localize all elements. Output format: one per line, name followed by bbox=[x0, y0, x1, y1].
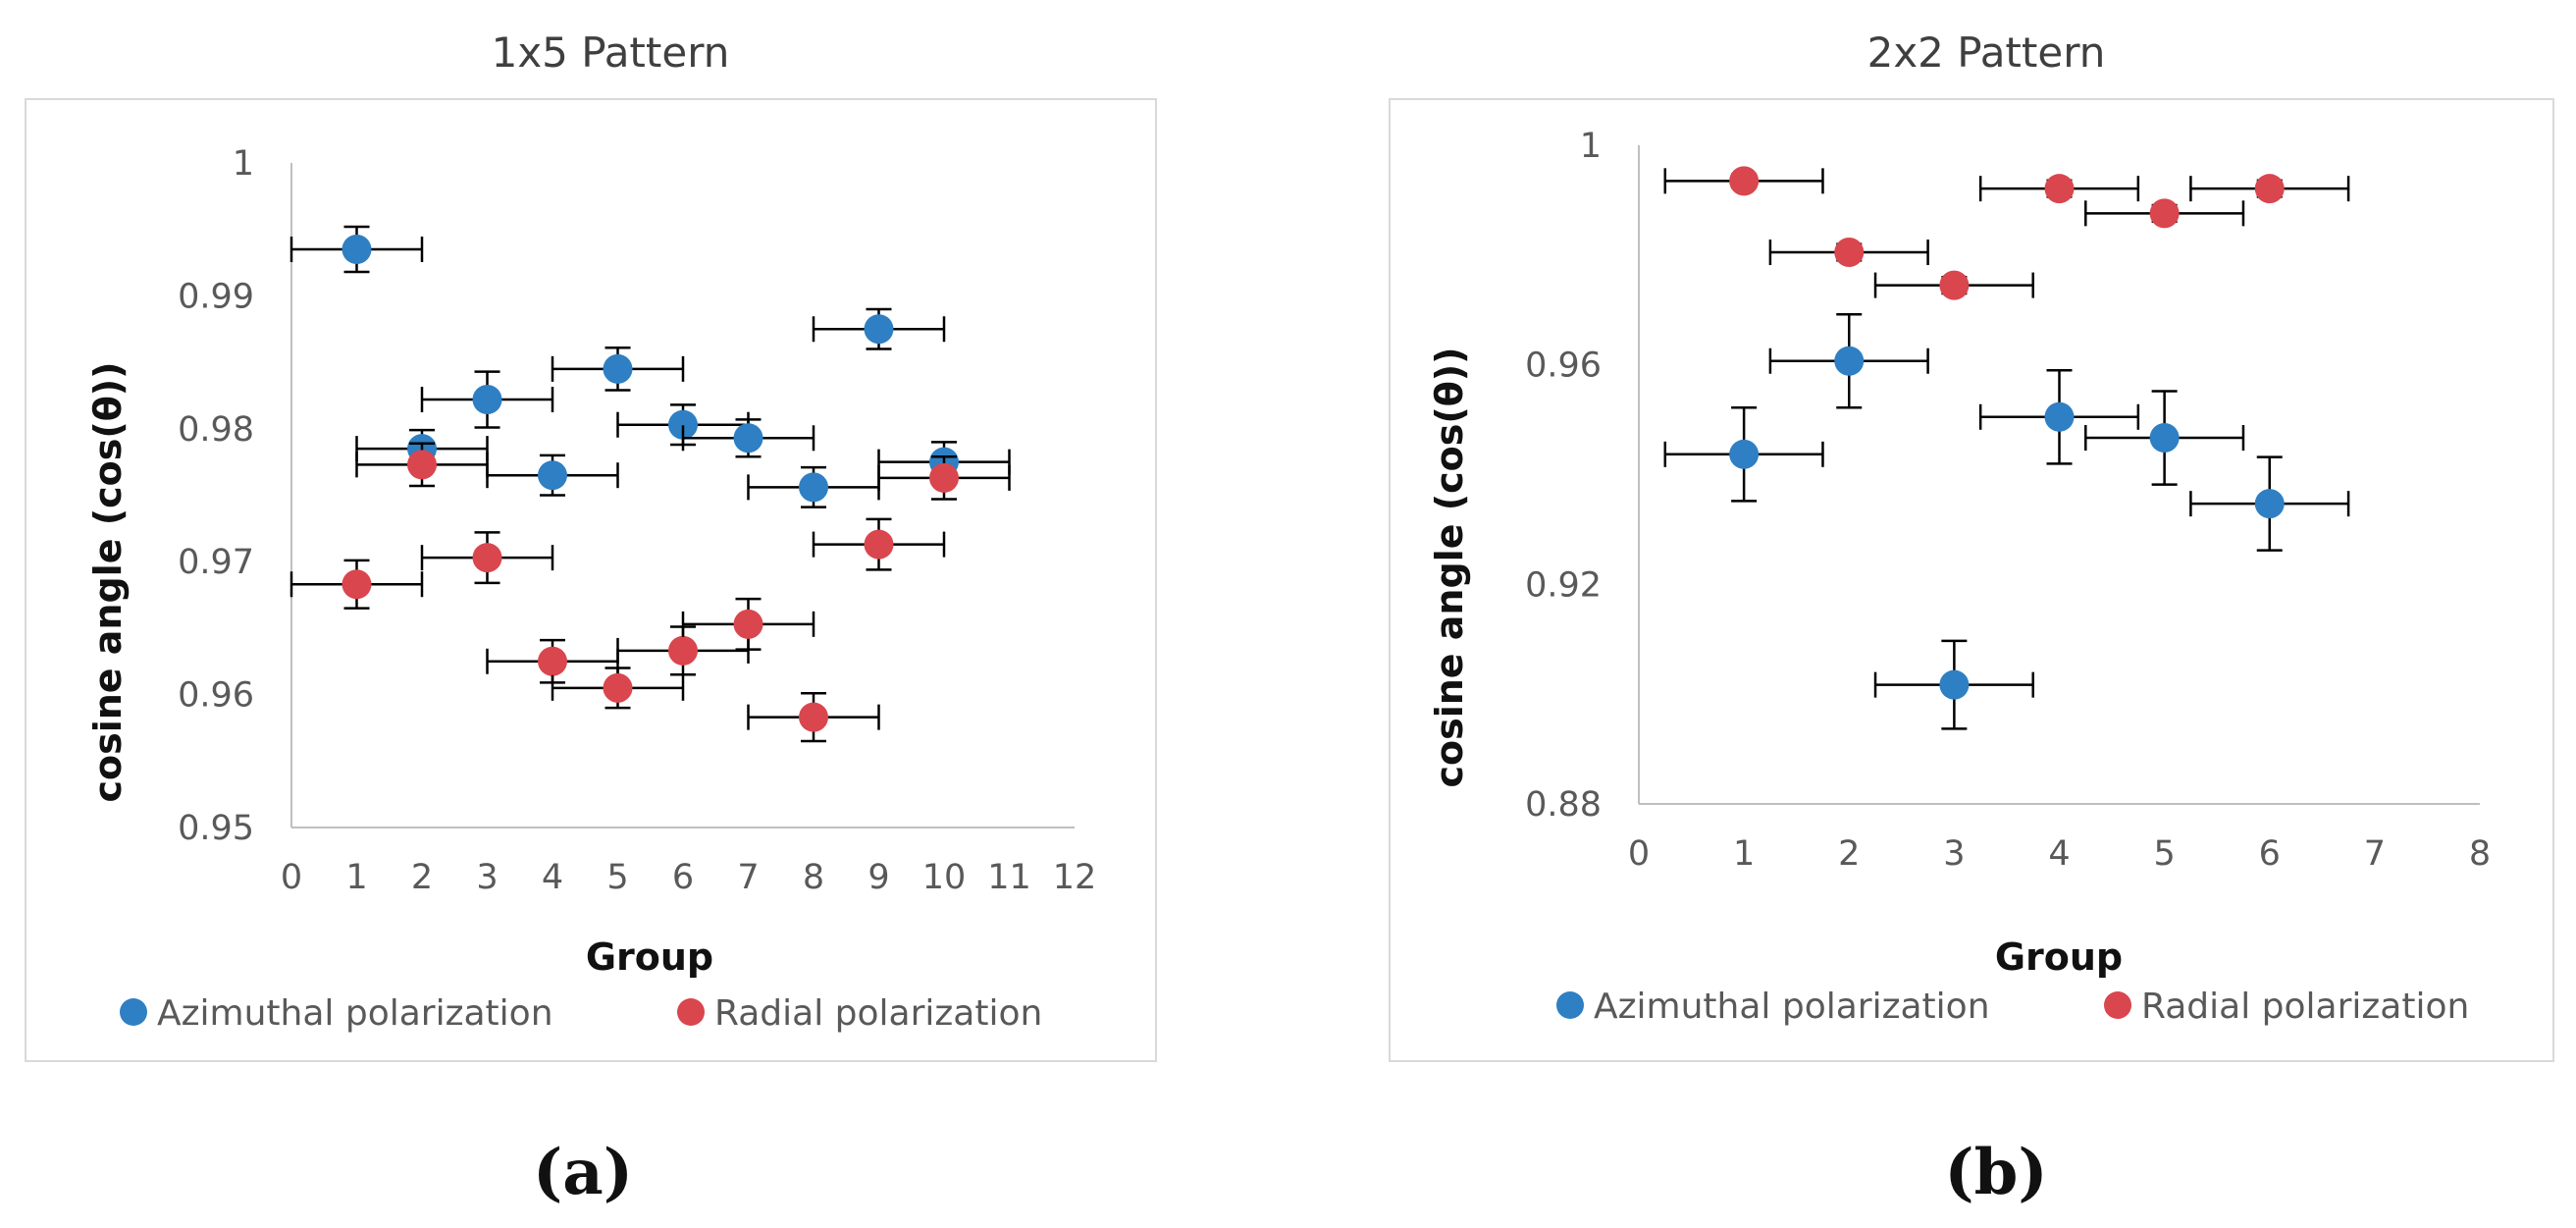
radial-data-point bbox=[603, 672, 633, 703]
x-tick-label: 11 bbox=[987, 858, 1031, 897]
panel-b: 2x2 Pattern 0 1 2 3 4 5 6 7 8 0.88 0.92 0.96 1 Group… bbox=[1389, 28, 2554, 1209]
y-tick-label: 0.99 bbox=[178, 277, 254, 316]
chart-b-plot: 0 1 2 3 4 5 6 7 8 0.88 0.92 0.96 1 bbox=[1525, 127, 2491, 874]
radial-data-point bbox=[342, 569, 372, 600]
x-tick-label: 0 bbox=[1628, 834, 1650, 874]
radial-data-point bbox=[1729, 166, 1760, 196]
x-tick-label: 0 bbox=[281, 858, 302, 897]
chart-a-frame bbox=[25, 98, 1157, 1062]
azimuthal-data-point bbox=[733, 423, 763, 454]
panel-a: 1x5 Pattern 0 1 2 3 4 5 6 7 8 9 10 11 120.950.960.97… bbox=[25, 28, 1157, 1209]
x-tick-label: 4 bbox=[542, 858, 563, 897]
azimuthal-data-point bbox=[864, 314, 894, 345]
azimuthal-data-point bbox=[538, 460, 567, 491]
x-tick-label: 5 bbox=[2153, 834, 2175, 874]
azimuthal-data-point bbox=[799, 472, 828, 503]
azimuthal-data-point bbox=[1939, 669, 1970, 700]
y-tick-label: 0.96 bbox=[1525, 347, 1602, 386]
chart-b-xlabel: Group bbox=[1995, 935, 2123, 979]
x-tick-label: 7 bbox=[2364, 834, 2386, 874]
legend-b-azimuthal-marker bbox=[1556, 991, 1584, 1019]
x-tick-label: 12 bbox=[1053, 858, 1097, 897]
radial-data-point bbox=[472, 543, 502, 573]
azimuthal-data-point bbox=[472, 385, 502, 415]
x-tick-label: 2 bbox=[1838, 834, 1860, 874]
x-tick-label: 7 bbox=[737, 858, 759, 897]
legend-b-azimuthal-label: Azimuthal polarization bbox=[1594, 987, 1990, 1027]
y-tick-label: 0.96 bbox=[178, 676, 254, 716]
azimuthal-data-point bbox=[2254, 489, 2285, 519]
legend-a-azimuthal-label: Azimuthal polarization bbox=[157, 993, 553, 1034]
x-tick-label: 3 bbox=[1943, 834, 1965, 874]
radial-data-point bbox=[1834, 238, 1865, 268]
legend-b-radial-marker bbox=[2104, 991, 2131, 1019]
x-tick-label: 1 bbox=[1733, 834, 1755, 874]
x-tick-label: 3 bbox=[476, 858, 498, 897]
chart-a-title: 1x5 Pattern bbox=[492, 28, 730, 77]
x-tick-label: 9 bbox=[867, 858, 889, 897]
radial-data-point bbox=[2254, 174, 2285, 204]
x-tick-label: 8 bbox=[803, 858, 824, 897]
radial-data-point bbox=[1939, 270, 1970, 300]
x-tick-label: 10 bbox=[922, 858, 967, 897]
x-tick-label: 6 bbox=[2259, 834, 2281, 874]
azimuthal-data-point bbox=[1729, 439, 1760, 469]
radial-data-point bbox=[407, 450, 437, 480]
azimuthal-data-point bbox=[1834, 346, 1865, 376]
x-tick-label: 4 bbox=[2048, 834, 2070, 874]
legend-a-azimuthal-marker bbox=[120, 998, 147, 1026]
azimuthal-data-point bbox=[342, 235, 372, 265]
chart-b-ylabel: cosine angle (cos(θ)) bbox=[1428, 347, 1471, 787]
radial-data-point bbox=[929, 462, 959, 493]
azimuthal-data-point bbox=[2149, 423, 2180, 454]
y-tick-label: 1 bbox=[1580, 127, 1602, 166]
radial-data-point bbox=[538, 646, 567, 676]
x-tick-label: 8 bbox=[2469, 834, 2491, 874]
chart-a-plot: 0 1 2 3 4 5 6 7 8 9 10 11 120.950.960.970.980.991 bbox=[178, 144, 1096, 897]
x-tick-label: 5 bbox=[606, 858, 628, 897]
y-tick-label: 0.97 bbox=[178, 543, 254, 582]
y-tick-label: 1 bbox=[233, 144, 254, 184]
x-tick-label: 6 bbox=[672, 858, 694, 897]
legend-a-radial-label: Radial polarization bbox=[714, 993, 1042, 1034]
chart-a-legend: Azimuthal polarization Radial polarizati… bbox=[120, 993, 1042, 1034]
chart-a-xlabel: Group bbox=[586, 935, 713, 979]
legend-a-radial-marker bbox=[677, 998, 705, 1026]
legend-b-radial-label: Radial polarization bbox=[2141, 987, 2469, 1027]
caption-a: (a) bbox=[533, 1136, 633, 1209]
y-tick-label: 0.88 bbox=[1525, 785, 1602, 825]
y-tick-label: 0.92 bbox=[1525, 565, 1602, 605]
radial-data-point bbox=[799, 702, 828, 732]
radial-data-point bbox=[2149, 198, 2180, 229]
azimuthal-data-point bbox=[2044, 401, 2075, 432]
x-tick-label: 1 bbox=[345, 858, 367, 897]
chart-b-title: 2x2 Pattern bbox=[1867, 28, 2106, 77]
y-tick-label: 0.98 bbox=[178, 410, 254, 450]
caption-b: (b) bbox=[1944, 1136, 2047, 1209]
chart-a-ylabel: cosine angle (cos(θ)) bbox=[86, 361, 130, 802]
radial-data-point bbox=[2044, 174, 2075, 204]
chart-b-legend: Azimuthal polarization Radial polarizati… bbox=[1556, 987, 2469, 1027]
radial-data-point bbox=[668, 635, 698, 666]
chart-b-frame bbox=[1389, 98, 2554, 1062]
azimuthal-data-point bbox=[668, 409, 698, 440]
azimuthal-data-point bbox=[603, 353, 633, 384]
x-tick-label: 2 bbox=[411, 858, 433, 897]
radial-data-point bbox=[864, 529, 894, 560]
y-tick-label: 0.95 bbox=[178, 809, 254, 848]
radial-data-point bbox=[733, 609, 763, 639]
